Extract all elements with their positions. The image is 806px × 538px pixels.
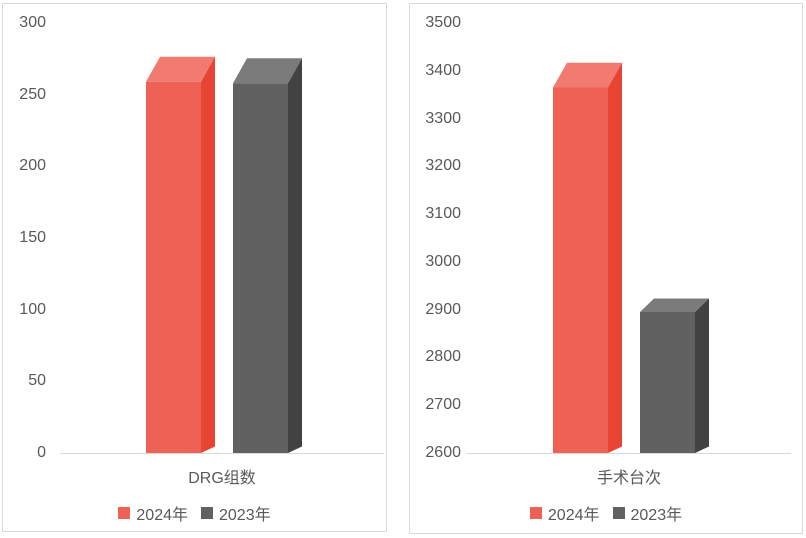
- y-tick-label: 3400: [425, 61, 461, 79]
- chart-panel-surgery-count: 2600 2700 2800 2900 3000 3100 3200 3300 3400 3500…: [409, 3, 803, 534]
- bar-2023-front-face: [640, 312, 695, 453]
- bars-canvas: [553, 62, 709, 454]
- y-tick-label: 50: [28, 372, 46, 390]
- legend-label-2024: 2024年: [547, 507, 600, 524]
- bar-2023-top-face: [233, 58, 302, 84]
- legend-item-2023: 2023年: [201, 501, 271, 525]
- bar-2023-top-face: [640, 298, 709, 313]
- legend-item-2023: 2023年: [612, 501, 683, 525]
- y-tick-label: 250: [19, 85, 46, 103]
- category-label: 手术台次: [596, 470, 661, 487]
- y-tick-label: 3200: [425, 157, 461, 175]
- category-label: DRG组数: [188, 470, 256, 487]
- y-tick-label: 2700: [425, 396, 461, 414]
- legend-label-2024: 2024年: [136, 507, 188, 524]
- bar-2024-top-face: [146, 56, 215, 82]
- x-axis-line: [467, 453, 791, 454]
- legend-marker-2023: [612, 507, 625, 519]
- bar-2023-side-face: [288, 58, 302, 453]
- legend-label-2023: 2023年: [630, 507, 683, 524]
- legend: 2024年 2023年: [410, 501, 802, 525]
- y-tick-label: 3500: [425, 14, 461, 31]
- bar-2024-side-face: [201, 56, 215, 453]
- legend-item-2024: 2024年: [118, 501, 188, 525]
- bars-canvas: [146, 56, 302, 454]
- bar-2024-top-face: [553, 62, 622, 88]
- y-tick-label: 100: [19, 300, 46, 318]
- y-tick-label: 3100: [425, 205, 461, 223]
- plot-area: 0 50 100 150 200 250 300: [3, 4, 386, 464]
- legend-marker-2024: [529, 507, 542, 519]
- chart-panel-drg-groups: 0 50 100 150 200 250 300 DRG组数 2024年 2023年: [2, 3, 387, 532]
- y-tick-label: 0: [37, 444, 46, 461]
- x-axis-line: [60, 453, 384, 454]
- bar-2024: [553, 62, 622, 454]
- legend-item-2024: 2024年: [529, 501, 600, 525]
- y-tick-label: 2800: [425, 348, 461, 366]
- legend-marker-2024: [118, 507, 131, 519]
- y-tick-label: 200: [19, 157, 46, 175]
- plot-area: 2600 2700 2800 2900 3000 3100 3200 3300 3400 3500: [410, 4, 802, 464]
- legend-label-2023: 2023年: [219, 507, 271, 524]
- y-tick-label: 3000: [425, 252, 461, 270]
- bar-2024-front-face: [146, 81, 201, 454]
- legend-marker-2023: [201, 507, 213, 519]
- bar-2023: [640, 298, 709, 453]
- bar-2023: [233, 58, 302, 453]
- y-tick-label: 3300: [425, 109, 461, 127]
- y-tick-label: 2900: [425, 300, 461, 318]
- y-tick-label: 300: [19, 14, 46, 31]
- bar-2023-side-face: [695, 298, 709, 453]
- legend: 2024年 2023年: [3, 501, 386, 525]
- y-tick-label: 150: [19, 229, 46, 246]
- bar-2024-front-face: [553, 87, 608, 453]
- bar-2024: [146, 56, 215, 454]
- y-tick-label: 2600: [425, 444, 461, 461]
- bar-2023-front-face: [233, 83, 288, 453]
- bar-2024-side-face: [608, 62, 622, 454]
